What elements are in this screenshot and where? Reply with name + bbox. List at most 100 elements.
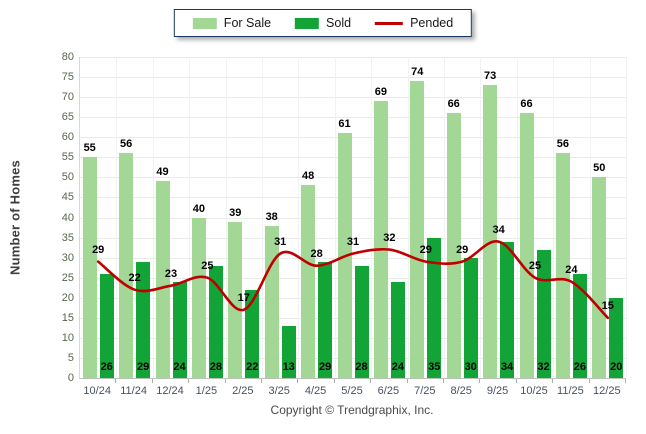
legend-label-sold: Sold [326,16,352,30]
for-sale-bar [228,221,243,378]
gridline-h [80,317,626,319]
sold-bar [427,237,442,378]
pended-value-label: 29 [92,243,105,256]
x-tick-mark [151,379,153,383]
for-sale-value-label: 66 [447,98,460,111]
for-sale-value-label: 56 [556,138,570,151]
sold-value-label: 29 [318,361,332,373]
y-tick-label: 60 [61,131,74,144]
pended-line-path [96,240,610,320]
sold-value-label: 30 [464,361,477,373]
gridline-h [80,77,626,79]
y-tick-label: 80 [61,51,74,63]
pended-value-label: 23 [164,267,178,280]
for-sale-bar [82,157,97,378]
gridline-h [80,177,626,179]
gridline-v [626,57,627,378]
sold-value-label: 28 [209,361,223,373]
x-tick-mark [297,379,299,383]
y-axis-title: Number of Homes [7,160,23,275]
x-tick-mark [588,379,590,383]
sold-value-label: 24 [391,361,405,373]
sold-value-label: 32 [537,361,550,373]
sold-value-label: 22 [246,361,259,373]
for-sale-bar [301,185,316,378]
gridline-v [407,57,409,378]
y-tick-label: 55 [61,151,74,164]
sold-value-label: 24 [173,361,186,373]
x-tick-mark [515,379,517,383]
legend: For Sale Sold Pended [173,9,473,37]
gridline-v [116,57,118,378]
sold-bar [172,281,187,378]
sold-bar [536,249,551,378]
sold-bar [463,257,478,378]
pended-value-label: 17 [237,291,250,304]
x-tick-label: 7/25 [414,385,436,397]
gridline-v [589,57,591,378]
x-tick-mark [370,379,372,383]
for-sale-bar [519,113,534,378]
sold-value-label: 29 [136,361,150,373]
gridline-v [298,57,300,378]
legend-item-sold: Sold [295,16,351,30]
x-tick-label: 9/25 [486,385,509,397]
y-tick-label: 25 [61,271,74,284]
gridline-h [80,237,626,239]
pended-value-label: 22 [128,271,141,284]
for-sale-value-label: 48 [301,170,315,183]
y-tick-label: 75 [61,71,74,84]
gridline-h [80,117,626,119]
sold-bar [572,273,587,378]
gridline-h [80,297,626,299]
for-sale-bar [264,225,279,378]
gridline-h [80,257,626,259]
copyright-text: Copyright © Trendgraphix, Inc. [270,403,434,417]
for-sale-bar [155,181,170,378]
pended-value-label: 29 [456,243,469,256]
x-tick-label: 11/24 [120,385,147,397]
x-tick-label: 5/25 [341,385,363,397]
legend-item-pended: Pended [375,16,453,30]
for-sale-bar [191,217,206,378]
pended-value-label: 25 [201,259,214,272]
x-tick-label: 1/25 [195,385,218,397]
pended-value-label: 31 [274,235,287,248]
gridline-v [516,57,518,378]
x-tick-mark [552,379,554,383]
sold-value-label: 13 [282,361,295,373]
gridline-h [80,57,626,58]
for-sale-bar [119,153,134,378]
legend-item-for-sale: For Sale [192,16,272,30]
pended-value-label: 25 [528,259,542,272]
gridline-v [371,57,373,378]
for-sale-value-label: 55 [83,142,96,155]
x-tick-mark [188,379,190,383]
sold-value-label: 26 [573,361,587,373]
x-tick-label: 8/25 [450,385,472,397]
y-tick-label: 20 [61,291,74,304]
for-sale-bar [555,153,570,378]
gridline-v [444,57,445,378]
pended-value-label: 34 [492,223,505,236]
for-sale-value-label: 56 [119,138,133,151]
x-tick-mark [443,379,444,383]
x-tick-mark [333,379,335,383]
legend-line-marker-pended [375,21,404,25]
legend-label-for-sale: For Sale [223,16,272,30]
gridline-v [152,57,154,378]
for-sale-value-label: 40 [192,202,206,215]
gridline-v [480,57,482,378]
sold-bar [281,325,296,378]
x-tick-mark [261,379,262,383]
gridline-v [553,57,555,378]
legend-swatch-for-sale [192,17,217,29]
x-tick-label: 10/24 [83,385,111,397]
y-tick-label: 15 [61,311,74,324]
pended-value-label: 29 [419,243,432,256]
gridline-h [80,97,626,99]
gridline-v [334,57,336,378]
pended-value-label: 28 [310,247,323,260]
sold-value-label: 20 [610,361,623,373]
sold-value-label: 28 [355,361,368,373]
